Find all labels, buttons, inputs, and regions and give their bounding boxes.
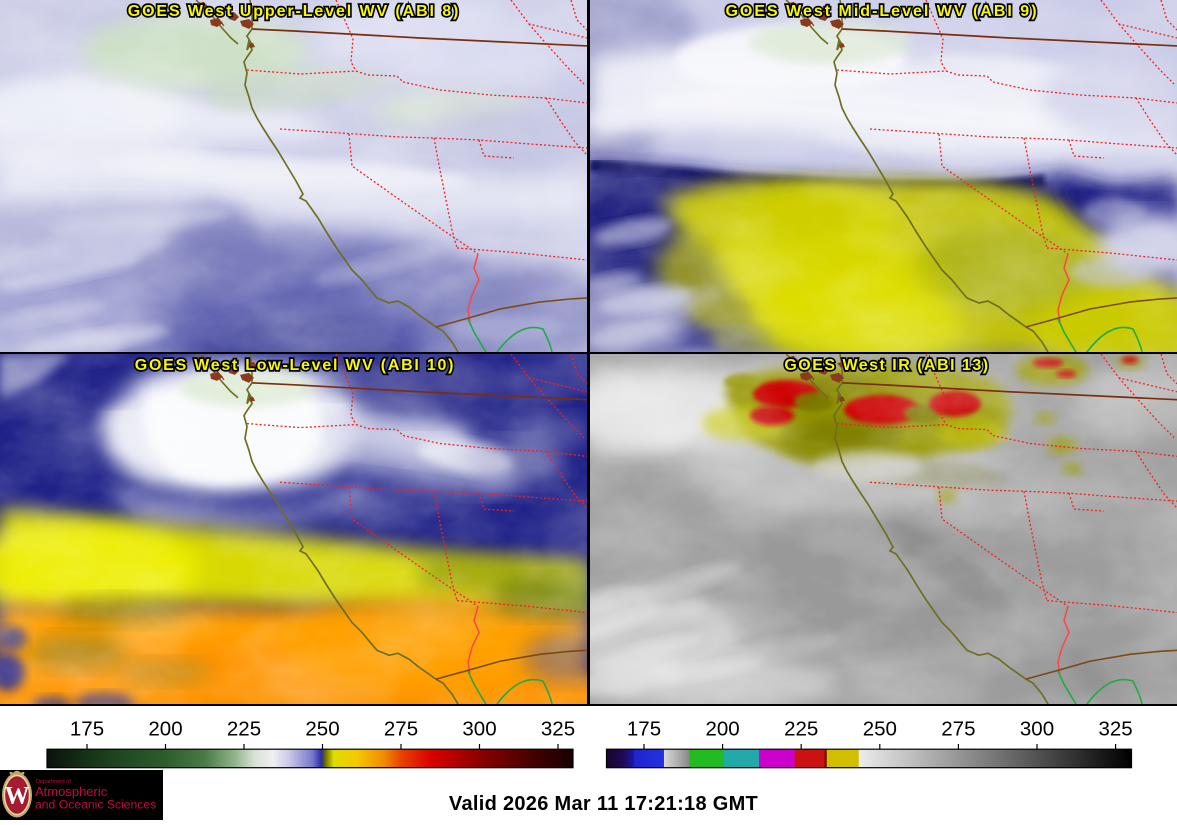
- svg-text:300: 300: [462, 718, 496, 741]
- svg-text:200: 200: [148, 718, 182, 741]
- svg-text:325: 325: [541, 718, 575, 741]
- svg-text:275: 275: [384, 718, 418, 741]
- svg-text:275: 275: [941, 718, 975, 741]
- svg-text:and Oceanic Sciences: and Oceanic Sciences: [35, 798, 156, 812]
- svg-text:175: 175: [627, 718, 661, 741]
- svg-text:GOES West Low-Level WV (ABI 10: GOES West Low-Level WV (ABI 10): [135, 357, 455, 374]
- svg-text:250: 250: [863, 718, 897, 741]
- svg-text:175: 175: [70, 718, 104, 741]
- svg-text:225: 225: [784, 718, 818, 741]
- svg-text:W: W: [5, 783, 30, 810]
- svg-text:Department of: Department of: [36, 779, 71, 785]
- svg-text:325: 325: [1098, 718, 1132, 741]
- svg-text:GOES West Upper-Level WV (ABI: GOES West Upper-Level WV (ABI 8): [128, 3, 461, 20]
- svg-text:300: 300: [1020, 718, 1054, 741]
- svg-text:GOES West IR (ABI 13): GOES West IR (ABI 13): [784, 357, 989, 374]
- svg-text:GOES West Mid-Level WV (ABI 9): GOES West Mid-Level WV (ABI 9): [725, 3, 1038, 20]
- svg-text:200: 200: [705, 718, 739, 741]
- svg-text:Atmospheric: Atmospheric: [35, 784, 108, 799]
- svg-text:250: 250: [305, 718, 339, 741]
- svg-text:225: 225: [227, 718, 261, 741]
